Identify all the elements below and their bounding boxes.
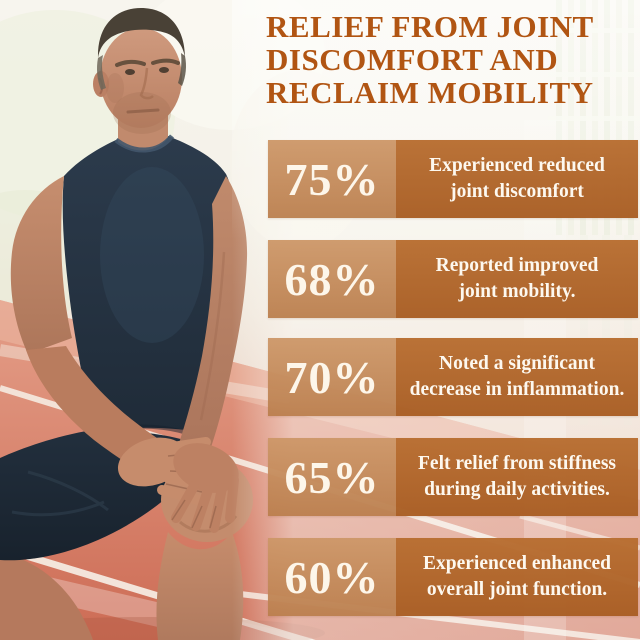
eye: [159, 67, 169, 73]
mouth: [126, 108, 160, 114]
trailing-thigh: [0, 552, 93, 640]
right-forearm: [26, 346, 160, 468]
eye: [125, 69, 135, 75]
head: [100, 28, 182, 128]
light-streak: [524, 120, 566, 640]
hands-on-knee: [117, 437, 239, 533]
right-upper-arm: [10, 176, 72, 354]
shin: [156, 532, 244, 640]
nose: [139, 67, 154, 100]
hair: [97, 8, 185, 58]
headline-line: DISCOMFORT AND: [266, 42, 559, 77]
headline: RELIEF FROM JOINT DISCOMFORT AND RECLAIM…: [266, 10, 634, 109]
left-arm: [170, 176, 248, 484]
eyebrows: [115, 58, 180, 67]
tank-top: [62, 136, 234, 434]
headline-line: RECLAIM MOBILITY: [266, 75, 594, 110]
headline-line: RELIEF FROM JOINT: [266, 9, 594, 44]
